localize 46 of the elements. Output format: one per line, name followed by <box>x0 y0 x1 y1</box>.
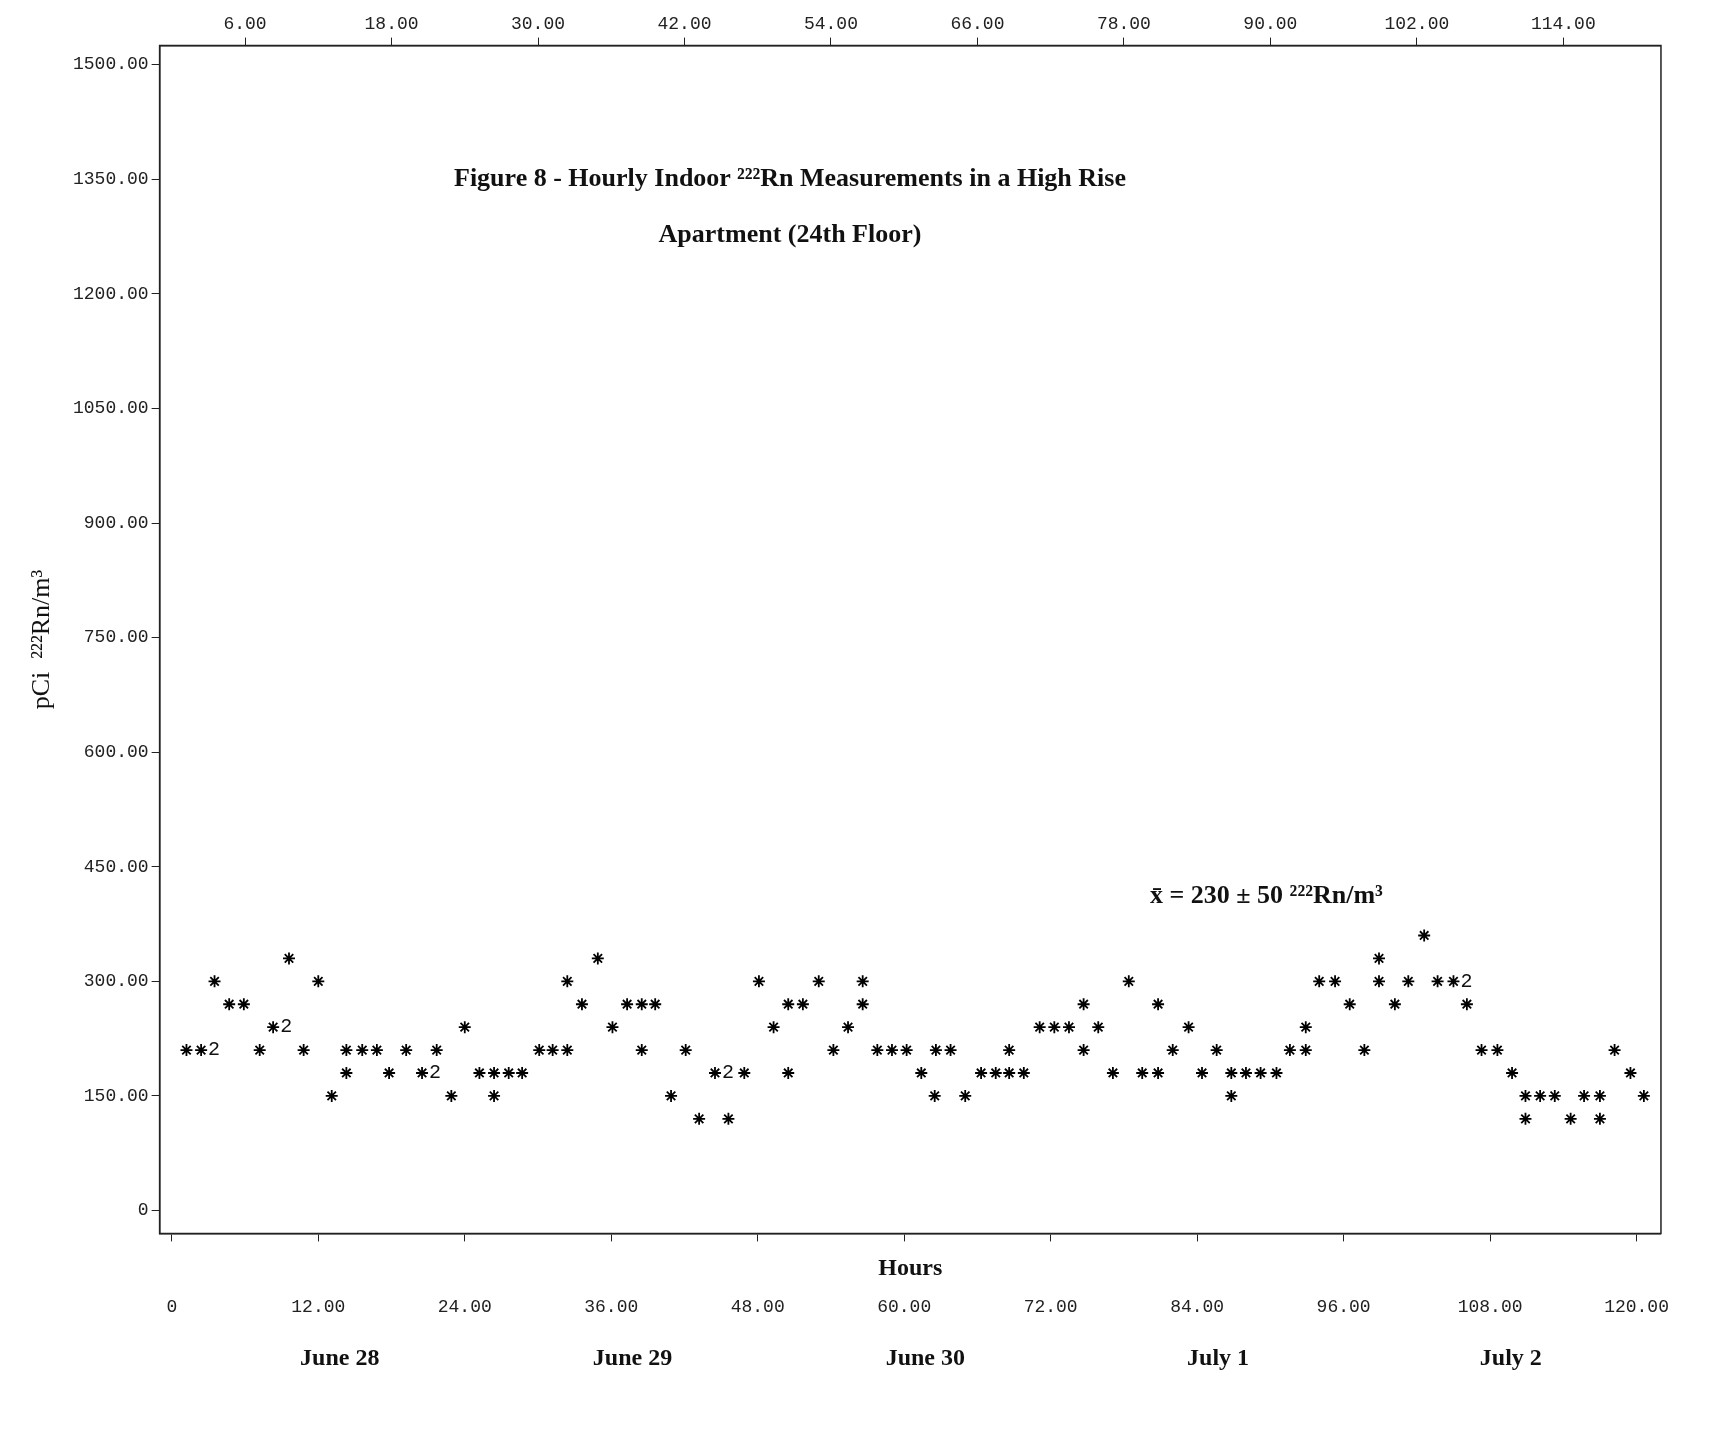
y-axis-title: pCi ²²²Rn/m³ <box>25 569 55 710</box>
text: June 30 <box>885 1343 965 1370</box>
text: July 2 <box>1479 1343 1542 1370</box>
annotation: 2 <box>208 1038 221 1062</box>
x2-tick-label: 30.00 <box>510 13 566 34</box>
y-tick-label: 0 <box>137 1200 149 1221</box>
x-tick-label: 120.00 <box>1604 1296 1669 1317</box>
annotation: x̄ = 230 ± 50 ²²²Rn/m³ <box>1150 880 1383 910</box>
text: Figure 8 - Hourly Indoor ²²²Rn Measurements in a High Rise Apartment (24th Floor) <box>453 162 1127 250</box>
x2-tick-label: 66.00 <box>950 13 1005 34</box>
y-tick-label: 1500.00 <box>72 54 149 75</box>
annotation: 2 <box>429 1061 442 1085</box>
x2-tick-label: 102.00 <box>1384 13 1450 34</box>
y-tick-label: 750.00 <box>83 627 149 648</box>
y-tick-label: 150.00 <box>83 1085 149 1106</box>
x2-tick-label: 90.00 <box>1243 13 1298 34</box>
text: June 29 <box>592 1343 673 1370</box>
x-axis-title: Hours <box>878 1253 943 1280</box>
x2-tick-label: 114.00 <box>1530 13 1596 34</box>
text: July 1 <box>1187 1343 1250 1370</box>
x2-tick-label: 42.00 <box>657 13 712 34</box>
y-tick-label: 450.00 <box>83 856 149 877</box>
x2-tick-label: 6.00 <box>223 13 267 34</box>
y-tick-label: 600.00 <box>83 741 149 762</box>
x-tick-label: 24.00 <box>437 1296 492 1317</box>
x-tick-label: 12.00 <box>291 1296 346 1317</box>
x2-tick-label: 54.00 <box>803 13 858 34</box>
x-tick-label: 0 <box>166 1296 178 1317</box>
annotation: 2 <box>1460 969 1473 993</box>
x-tick-label: 108.00 <box>1457 1296 1523 1317</box>
x-tick-label: 84.00 <box>1170 1296 1225 1317</box>
x-tick-label: 96.00 <box>1316 1296 1371 1317</box>
y-tick-label: 1050.00 <box>72 398 149 419</box>
annotation: 2 <box>280 1015 293 1039</box>
y-tick-label: 900.00 <box>83 512 149 533</box>
x-tick-label: 36.00 <box>584 1296 639 1317</box>
x-tick-label: 72.00 <box>1023 1296 1078 1317</box>
y-tick-label: 1350.00 <box>72 169 149 190</box>
x-tick-label: 60.00 <box>877 1296 932 1317</box>
y-tick-label: 300.00 <box>83 971 149 992</box>
text: June 28 <box>300 1343 380 1370</box>
x2-tick-label: 78.00 <box>1096 13 1151 34</box>
x-tick-label: 48.00 <box>730 1296 785 1317</box>
annotation: 2 <box>721 1061 735 1085</box>
y-tick-label: 1200.00 <box>72 283 149 304</box>
x2-tick-label: 18.00 <box>364 13 419 34</box>
